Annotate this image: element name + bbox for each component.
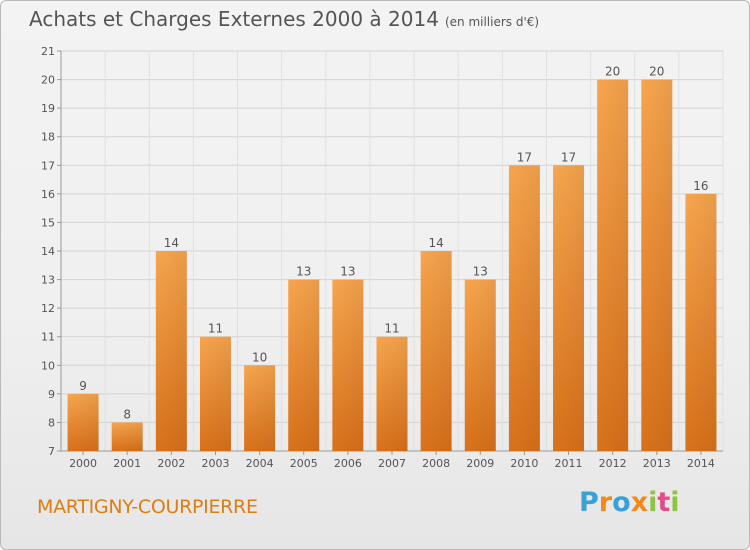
- bar-shading: [155, 251, 187, 451]
- y-tick-label: 12: [41, 302, 55, 315]
- x-tick-label: 2012: [599, 457, 627, 470]
- y-tick-label: 15: [41, 216, 55, 229]
- data-labels: 9 8 14 11 10 13 13 11 14 13 17 17 20 20 16: [79, 65, 708, 422]
- x-tick-label: 2008: [422, 457, 450, 470]
- data-label: 13: [473, 265, 488, 279]
- x-tick-label: 2011: [555, 457, 583, 470]
- data-label: 11: [384, 322, 399, 336]
- bar-shading: [641, 79, 673, 452]
- y-tick-label: 10: [41, 359, 55, 372]
- x-tick-label: 2004: [246, 457, 274, 470]
- y-tick-label: 13: [41, 274, 55, 287]
- y-tick-label: 11: [41, 331, 55, 344]
- x-tick-label: 2007: [378, 457, 406, 470]
- data-label: 14: [164, 236, 179, 250]
- data-label: 20: [605, 65, 620, 79]
- y-tick-label: 21: [41, 45, 55, 58]
- data-label: 13: [340, 265, 355, 279]
- bar-shading: [111, 422, 143, 451]
- y-tick-label: 16: [41, 188, 55, 201]
- bar-shading: [332, 279, 364, 451]
- x-tick-label: 2014: [687, 457, 715, 470]
- y-tick-label: 8: [48, 416, 55, 429]
- x-tick-label: 2005: [290, 457, 318, 470]
- chart-subtitle: (en milliers d'€): [444, 15, 540, 29]
- x-tick-label: 2000: [69, 457, 97, 470]
- x-tick-label: 2010: [510, 457, 538, 470]
- y-tick-label: 18: [41, 131, 55, 144]
- bar-shading: [67, 393, 99, 451]
- bar-shading: [553, 165, 585, 452]
- y-tick-label: 20: [41, 74, 55, 87]
- y-tick-label: 17: [41, 159, 55, 172]
- data-label: 17: [517, 150, 532, 164]
- data-label: 13: [296, 265, 311, 279]
- x-tick-label: 2006: [334, 457, 362, 470]
- bar-shading: [376, 336, 408, 451]
- bar-shading: [420, 251, 452, 451]
- data-label: 14: [428, 236, 443, 250]
- data-label: 17: [561, 150, 576, 164]
- x-tick-label: 2002: [157, 457, 185, 470]
- data-label: 9: [79, 379, 87, 393]
- y-tick-label: 7: [48, 445, 55, 458]
- bars: [67, 79, 717, 452]
- data-label: 16: [693, 179, 708, 193]
- proxiti-logo[interactable]: Proxiti: [579, 487, 680, 518]
- x-tick-label: 2009: [466, 457, 494, 470]
- data-label: 20: [649, 65, 664, 79]
- y-tick-label: 14: [41, 245, 55, 258]
- chart-title-text: Achats et Charges Externes 2000 à 2014: [29, 7, 439, 31]
- y-tick-label: 9: [48, 388, 55, 401]
- y-tick-label: 19: [41, 102, 55, 115]
- x-tick-label: 2013: [643, 457, 671, 470]
- data-label: 10: [252, 350, 267, 364]
- data-label: 8: [123, 407, 131, 421]
- bar-shading: [685, 193, 717, 451]
- bar-shading: [464, 279, 496, 451]
- commune-name: MARTIGNY-COURPIERRE: [37, 496, 258, 518]
- x-tick-labels: 2000 2001 2002 2003 2004 2005 2006 2007 2008 2009…: [69, 457, 715, 470]
- bar-shading: [199, 336, 231, 451]
- bar-shading: [244, 365, 276, 451]
- bar-shading: [288, 279, 320, 451]
- x-tick-label: 2001: [113, 457, 141, 470]
- bar-shading: [508, 165, 540, 452]
- bar-shading: [597, 79, 629, 452]
- x-tick-label: 2003: [201, 457, 229, 470]
- y-tick-labels: 7 8 9 10 11 12 13 14 15 16 17 18 19 20 21: [41, 45, 55, 458]
- chart-title: Achats et Charges Externes 2000 à 2014 (e…: [29, 7, 539, 31]
- data-label: 11: [208, 322, 223, 336]
